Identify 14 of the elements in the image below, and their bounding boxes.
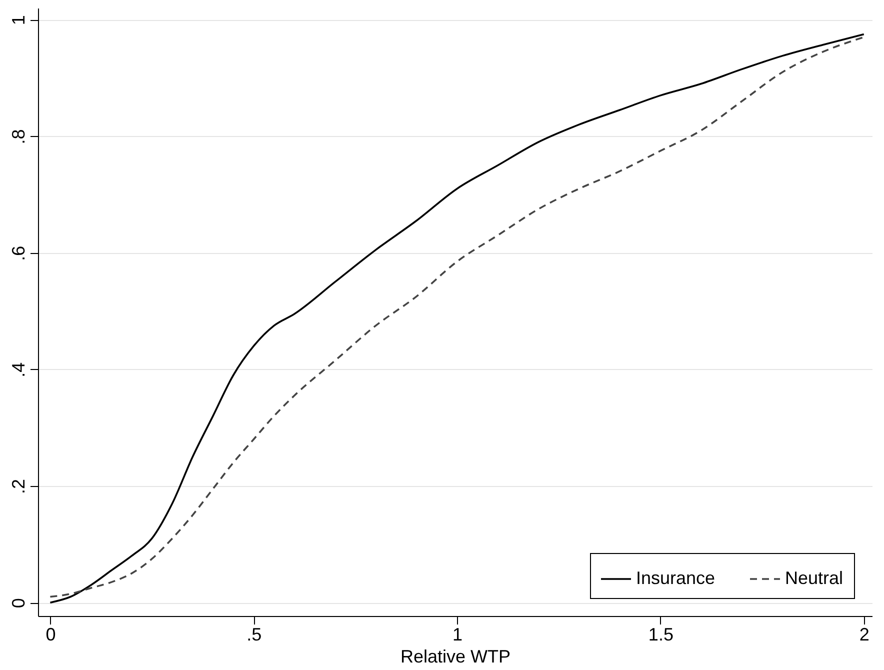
y-tick-label: .8 — [8, 129, 28, 144]
y-tick-label: .6 — [8, 246, 28, 261]
y-tick-label: .4 — [8, 362, 28, 378]
x-tick-label: 1.5 — [648, 624, 674, 644]
x-tick-label: 0 — [46, 624, 56, 644]
legend-label: Insurance — [636, 568, 716, 588]
y-tick-label: .2 — [8, 479, 28, 494]
y-tick-label: 0 — [8, 598, 28, 608]
x-tick-label: .5 — [246, 624, 262, 644]
x-tick-label: 2 — [859, 624, 870, 644]
legend-label: Neutral — [785, 568, 844, 588]
x-axis-title: Relative WTP — [400, 646, 511, 666]
y-tick-label: 1 — [8, 15, 28, 26]
x-tick-label: 1 — [452, 624, 463, 644]
